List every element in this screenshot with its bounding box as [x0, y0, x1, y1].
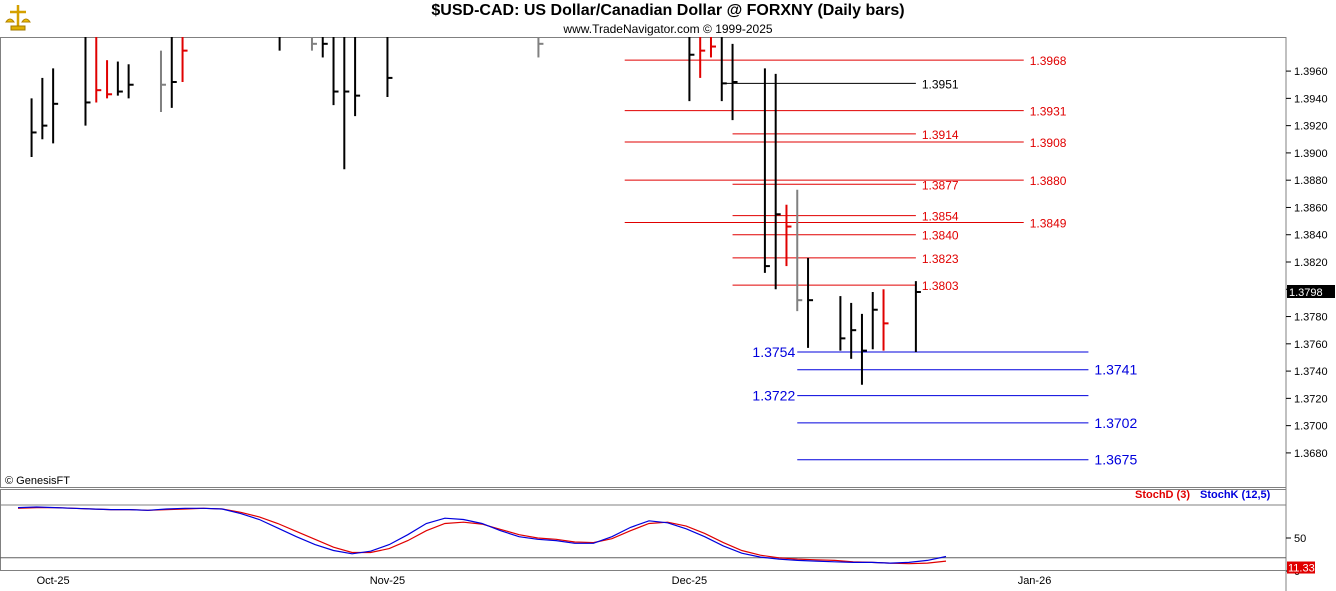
stoch-value-label: 11.33 — [1288, 563, 1315, 575]
x-tick-label: Dec-25 — [672, 575, 707, 587]
level-label: 1.3741 — [1094, 362, 1137, 378]
price-panel-frame — [0, 37, 1287, 488]
chart-subtitle: www.TradeNavigator.com © 1999-2025 — [563, 22, 773, 36]
y-tick-label: 1.3740 — [1294, 366, 1328, 378]
y-tick-label: 1.3860 — [1294, 202, 1328, 214]
level-label: 1.3931 — [1030, 105, 1067, 119]
x-tick-label: Jan-26 — [1018, 575, 1052, 587]
level-label: 1.3968 — [1030, 54, 1067, 68]
level-label: 1.3880 — [1030, 174, 1067, 188]
y-tick-label: 1.3940 — [1294, 93, 1328, 105]
stochD-line — [17, 507, 947, 565]
legend-stochK: StochK (12,5) — [1200, 489, 1271, 501]
last-price-label: 1.3798 — [1289, 287, 1323, 299]
level-label: 1.3877 — [922, 178, 959, 192]
level-label: 1.3754 — [752, 344, 795, 360]
stoch-value-badge — [1287, 561, 1315, 574]
y-tick-label: 1.3960 — [1294, 66, 1328, 78]
level-label: 1.3854 — [922, 210, 959, 224]
y-tick-label: 1.3820 — [1294, 257, 1328, 269]
level-label: 1.3823 — [922, 252, 959, 266]
stoch-y-tick-label: 50 — [1294, 533, 1306, 545]
stoch-panel-frame — [0, 489, 1287, 571]
last-price-badge — [1287, 285, 1335, 298]
y-tick-label: 1.3720 — [1294, 393, 1328, 405]
y-tick-label: 1.3920 — [1294, 121, 1328, 133]
logo-icon — [5, 5, 31, 31]
x-tick-label: Oct-25 — [37, 575, 70, 587]
y-tick-label: 1.3680 — [1294, 448, 1328, 460]
x-tick-label: Nov-25 — [370, 575, 405, 587]
level-label: 1.3914 — [922, 128, 959, 142]
level-label: 1.3675 — [1094, 452, 1137, 468]
y-tick-label: 1.3700 — [1294, 421, 1328, 433]
y-tick-label: 1.3780 — [1294, 312, 1328, 324]
watermark-text: © GenesisFT — [5, 475, 70, 487]
y-tick-label: 1.3880 — [1294, 175, 1328, 187]
level-label: 1.3702 — [1094, 415, 1137, 431]
level-label: 1.3951 — [922, 77, 959, 91]
level-label: 1.3722 — [752, 388, 795, 404]
y-tick-label: 1.3760 — [1294, 339, 1328, 351]
level-label: 1.3803 — [922, 279, 959, 293]
legend-stochD: StochD (3) — [1135, 489, 1190, 501]
y-tick-label: 1.3900 — [1294, 148, 1328, 160]
stochK-line — [17, 506, 947, 564]
chart-title: $USD-CAD: US Dollar/Canadian Dollar @ FO… — [431, 2, 905, 19]
level-label: 1.3840 — [922, 229, 959, 243]
level-label: 1.3849 — [1030, 216, 1067, 230]
level-label: 1.3908 — [1030, 136, 1067, 150]
y-tick-label: 1.3840 — [1294, 230, 1328, 242]
